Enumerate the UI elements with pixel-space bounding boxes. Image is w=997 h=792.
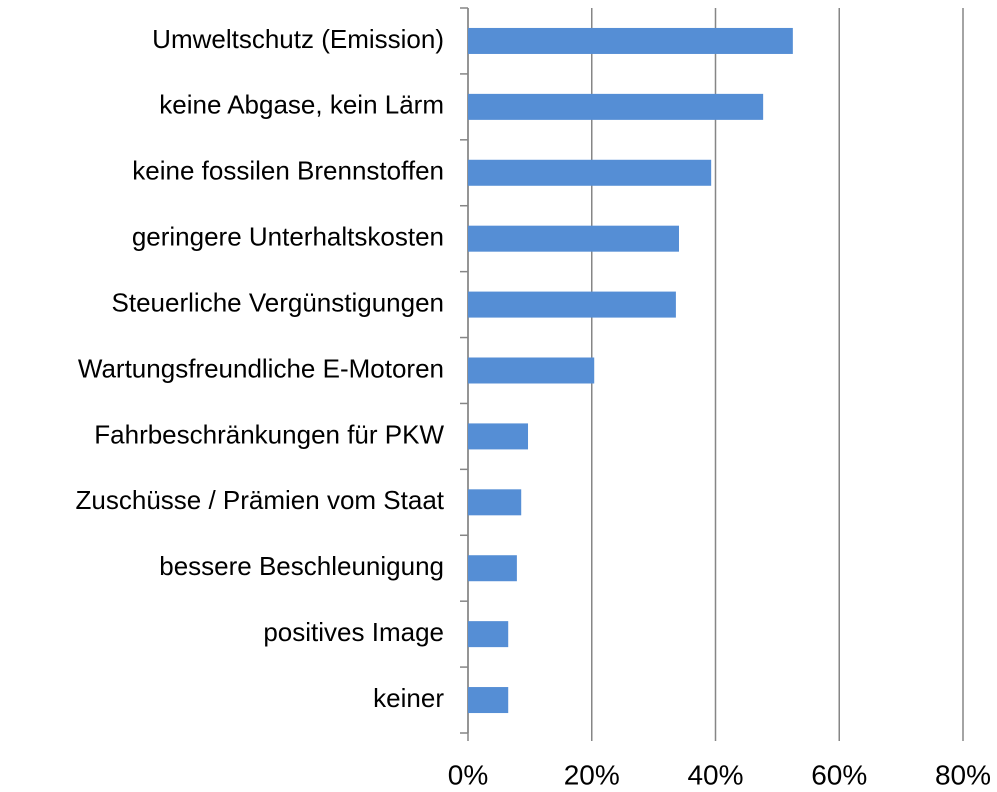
y-tick-label: Steuerliche Vergünstigungen [112,287,444,317]
bar [468,93,764,120]
y-tick-label: bessere Beschleunigung [159,551,444,581]
x-tick-label: 40% [687,759,743,790]
bar [468,291,676,318]
y-tick-label: keine Abgase, kein Lärm [159,90,444,120]
bar [468,555,517,582]
y-tick-label: keine fossilen Brennstoffen [132,156,444,186]
bar [468,423,529,450]
bar [468,621,509,648]
y-tick-label: Wartungsfreundliche E-Motoren [78,353,444,383]
bar [468,27,793,54]
y-tick-label: Zuschüsse / Prämien vom Staat [76,485,445,515]
y-tick-label: keiner [373,683,444,713]
bar [468,489,522,516]
bar [468,687,509,714]
y-tick-label: geringere Unterhaltskosten [132,222,444,252]
bar [468,159,712,186]
x-tick-label: 0% [448,759,488,790]
bar [468,357,595,384]
y-tick-label: positives Image [263,617,444,647]
y-tick-label: Fahrbeschränkungen für PKW [94,419,444,449]
x-tick-label: 80% [935,759,991,790]
x-tick-label: 60% [811,759,867,790]
x-tick-label: 20% [564,759,620,790]
bar [468,225,679,252]
y-tick-label: Umweltschutz (Emission) [152,24,444,54]
